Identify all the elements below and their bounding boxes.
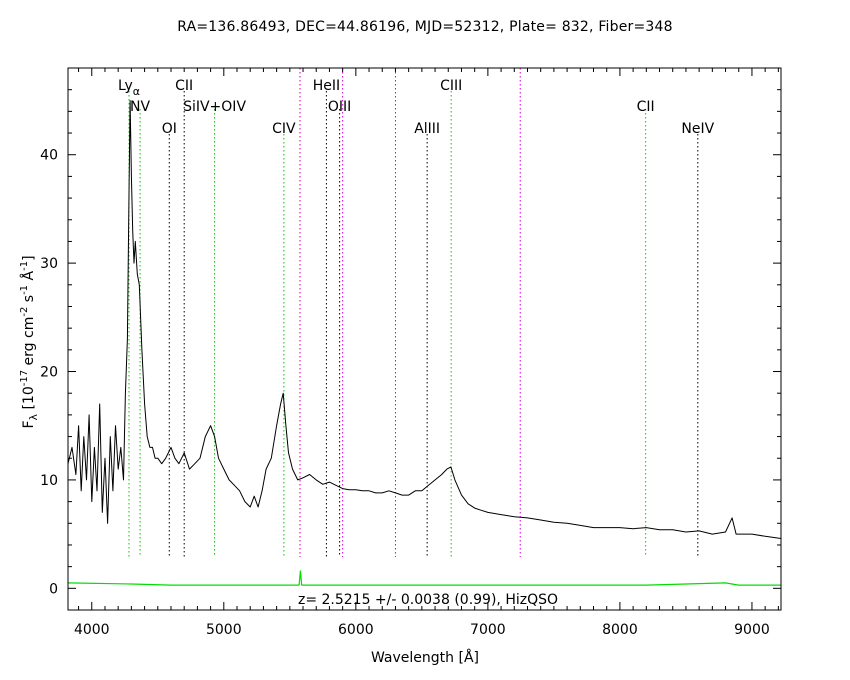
line-label-5: CIV <box>272 121 296 137</box>
redshift-annotation: z= 2.5215 +/- 0.0038 (0.99), HizQSO <box>298 592 558 608</box>
flux-line <box>67 100 782 539</box>
line-label-8: OIII <box>328 99 351 115</box>
line-label-1: NV <box>130 99 150 115</box>
y-tick-label: 20 <box>40 365 58 381</box>
y-tick-label: 40 <box>40 148 58 164</box>
x-tick-label: 4000 <box>74 622 110 638</box>
y-axis-label: Fλ [10-17 erg cm-2 s-1 Å-1] <box>19 255 40 428</box>
chart-title: RA=136.86493, DEC=44.86196, MJD=52312, P… <box>177 19 673 35</box>
flux-spectrum <box>67 100 782 539</box>
line-label-4: SiIV+OIV <box>183 99 246 115</box>
x-tick-label: 7000 <box>470 622 506 638</box>
line-markers <box>128 68 699 557</box>
x-tick-label: 6000 <box>338 622 374 638</box>
line-label-7: HeII <box>313 78 340 94</box>
line-labels: LyαNVOICIISiIV+OIVCIVHeIIOIIIAlIIICIIICI… <box>118 78 715 137</box>
x-tick-label: 5000 <box>206 622 242 638</box>
error-line <box>67 570 781 586</box>
x-tick-label: 9000 <box>734 622 770 638</box>
line-label-14: CII <box>637 99 655 115</box>
y-tick-label: 10 <box>40 473 58 489</box>
x-axis-label: Wavelength [Å] <box>370 650 479 666</box>
axes <box>67 67 782 611</box>
y-tick-label: 30 <box>40 256 58 272</box>
error-spectrum <box>67 570 781 586</box>
line-label-12: CIII <box>440 78 462 94</box>
plot-frame <box>67 67 782 611</box>
line-label-3: CII <box>175 78 193 94</box>
x-tick-label: 8000 <box>602 622 638 638</box>
line-label-15: NeIV <box>681 121 714 137</box>
y-tick-label: 0 <box>49 581 58 597</box>
ticks: 4000 5000 6000 7000 8000 9000 0 10 20 30 40 <box>40 68 781 638</box>
line-label-2: OI <box>162 121 177 137</box>
line-label-11: AlIII <box>414 121 440 137</box>
